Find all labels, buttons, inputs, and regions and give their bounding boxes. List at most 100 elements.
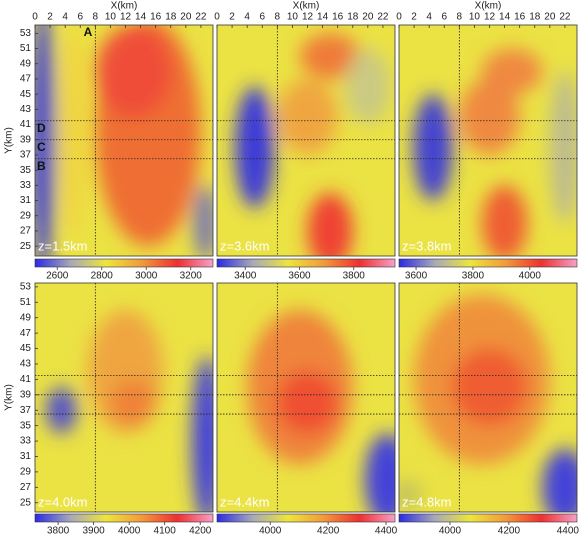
colorbar (399, 514, 577, 522)
x-tick-label: 20 (180, 12, 192, 23)
x-tick-label: 22 (377, 12, 389, 23)
x-tick-label: 18 (165, 12, 177, 23)
colorbar-tick-label: 4000 (118, 526, 141, 537)
colorbar-tick-label: 4200 (498, 526, 521, 537)
y-tick-label: 49 (20, 58, 32, 69)
panel: z=4.8km 4000 4200 4400 (391, 283, 582, 537)
y-tick-label: 37 (20, 150, 32, 161)
profile-label: B (37, 159, 46, 173)
y-tick-label: 35 (20, 420, 32, 431)
y-tick-label: 51 (20, 43, 32, 54)
colorbar-tick-label: 4000 (519, 271, 542, 282)
x-tick-label: 14 (135, 12, 147, 23)
x-tick-label: 4 (244, 12, 250, 23)
y-tick-label: 47 (20, 74, 32, 85)
colorbar-tick-label: 4000 (439, 526, 462, 537)
colorbar (217, 514, 395, 522)
heatmap-image (399, 25, 580, 261)
field-patch (482, 49, 542, 95)
field-patch (482, 185, 527, 261)
x-tick-label: 10 (469, 12, 481, 23)
x-tick-label: 22 (559, 12, 571, 23)
panel: z=4.0km252729313335373941434547495153Y(k… (4, 281, 222, 536)
x-tick-label: 2 (47, 12, 53, 23)
y-tick-label: 29 (20, 210, 32, 221)
y-tick-label: 45 (20, 343, 32, 354)
x-tick-label: 20 (362, 12, 374, 23)
x-tick-label: 16 (514, 12, 526, 23)
colorbar (35, 259, 213, 267)
x-tick-label: 8 (457, 12, 463, 23)
x-tick-label: 18 (529, 12, 541, 23)
field-patch (95, 26, 170, 117)
colorbar-tick-label: 2600 (46, 271, 69, 282)
field-patch (345, 49, 390, 125)
x-tick-label: 6 (441, 12, 447, 23)
y-tick-label: 37 (20, 405, 32, 416)
colorbar-tick-label: 4400 (375, 526, 398, 537)
colorbar-tick-label: 3600 (288, 271, 311, 282)
y-tick-label: 33 (20, 180, 32, 191)
field-patch (277, 79, 337, 155)
field-patch (413, 94, 452, 200)
y-tick-label: 39 (20, 389, 32, 400)
colorbar-tick-label: 3900 (82, 526, 105, 537)
depth-label: z=1.5km (38, 238, 88, 253)
depth-label: z=4.0km (38, 494, 88, 509)
depth-label: z=4.4km (220, 494, 270, 509)
colorbar (217, 259, 395, 267)
x-tick-label: 12 (120, 12, 132, 23)
x-tick-label: 14 (317, 12, 329, 23)
y-tick-label: 49 (20, 312, 32, 323)
heatmap-image (217, 283, 410, 526)
x-tick-label: 18 (347, 12, 359, 23)
colorbar-tick-label: 3800 (343, 271, 366, 282)
y-tick-label: 41 (20, 374, 32, 385)
profile-label: D (37, 121, 46, 135)
heatmap-image (391, 283, 582, 526)
colorbar-tick-label: 4200 (189, 526, 212, 537)
y-tick-label: 25 (20, 241, 32, 252)
field-patch (550, 71, 580, 223)
y-tick-label: 43 (20, 359, 32, 370)
colorbar-tick-label: 4400 (557, 526, 580, 537)
colorbar (399, 259, 577, 267)
x-tick-label: 6 (259, 12, 265, 23)
x-tick-label: 16 (150, 12, 162, 23)
colorbar-tick-label: 3600 (405, 271, 428, 282)
x-tick-label: 2 (411, 12, 417, 23)
depth-label: z=4.8km (402, 494, 452, 509)
colorbar-tick-label: 3200 (180, 271, 203, 282)
colorbar-tick-label: 3000 (135, 271, 158, 282)
colorbar-tick-label: 3400 (234, 271, 257, 282)
colorbar-tick-label: 2800 (91, 271, 114, 282)
heatmap-image (35, 283, 222, 526)
x-tick-label: 14 (499, 12, 511, 23)
x-tick-label: 8 (93, 12, 99, 23)
x-tick-label: 8 (275, 12, 281, 23)
field-patch (277, 372, 337, 434)
y-tick-label: 41 (20, 119, 32, 130)
y-tick-label: 33 (20, 436, 32, 447)
y-axis-title: Y(km) (4, 384, 15, 411)
field-patch (46, 387, 76, 433)
x-tick-label: 4 (62, 12, 68, 23)
colorbar-tick-label: 4000 (259, 526, 282, 537)
x-tick-label: 2 (229, 12, 235, 23)
y-tick-label: 27 (20, 482, 32, 493)
y-tick-label: 29 (20, 467, 32, 478)
y-tick-label: 31 (20, 195, 32, 206)
x-tick-label: 22 (195, 12, 207, 23)
panel: z=4.4km 4000 4200 4400 (217, 283, 410, 537)
field-patch (61, 26, 84, 239)
y-tick-label: 27 (20, 226, 32, 237)
y-tick-label: 47 (20, 328, 32, 339)
field-patch (308, 193, 353, 269)
colorbar-tick-label: 4200 (317, 526, 340, 537)
x-tick-label: 16 (332, 12, 344, 23)
x-tick-label: 20 (544, 12, 556, 23)
colorbar-tick-label: 3800 (47, 526, 70, 537)
x-tick-label: 0 (32, 12, 38, 23)
